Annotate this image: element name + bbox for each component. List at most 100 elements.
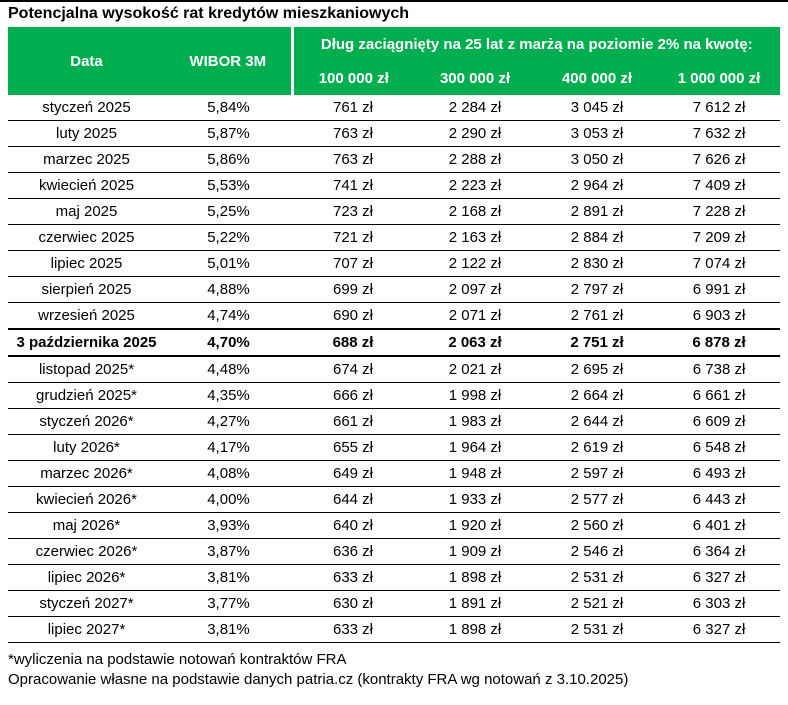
wibor-cell: 3,81% <box>165 564 292 591</box>
value-cell: 2 097 zł <box>414 276 536 303</box>
value-cell: 6 878 zł <box>658 328 781 357</box>
value-cell: 2 644 zł <box>536 408 658 435</box>
wibor-cell: 4,74% <box>165 302 292 330</box>
column-header-1m: 1 000 000 zł <box>658 62 781 95</box>
value-cell: 741 zł <box>292 172 414 199</box>
wibor-cell: 3,93% <box>165 512 292 539</box>
value-cell: 699 zł <box>292 276 414 303</box>
value-cell: 7 632 zł <box>658 120 781 147</box>
table-row: marzec 2025 5,86% 763 zł 2 288 zł 3 050 zł 7 … <box>8 146 781 173</box>
value-cell: 1 891 zł <box>414 590 536 617</box>
value-cell: 661 zł <box>292 408 414 435</box>
value-cell: 2 751 zł <box>536 328 658 357</box>
date-cell: wrzesień 2025 <box>8 302 165 330</box>
table-row: luty 2026* 4,17% 655 zł 1 964 zł 2 619 zł 6 5… <box>8 434 781 461</box>
value-cell: 6 401 zł <box>658 512 781 539</box>
date-cell: maj 2026* <box>8 512 165 539</box>
value-cell: 2 531 zł <box>536 564 658 591</box>
value-cell: 6 738 zł <box>658 356 781 383</box>
value-cell: 7 209 zł <box>658 224 781 251</box>
table-row: styczeń 2026* 4,27% 661 zł 1 983 zł 2 644 zł… <box>8 408 781 435</box>
value-cell: 3 045 zł <box>536 95 658 121</box>
value-cell: 2 964 zł <box>536 172 658 199</box>
value-cell: 3 050 zł <box>536 146 658 173</box>
table-header: Data WIBOR 3M Dług zaciągnięty na 25 lat… <box>8 27 781 95</box>
value-cell: 6 303 zł <box>658 590 781 617</box>
value-cell: 2 546 zł <box>536 538 658 565</box>
wibor-cell: 3,77% <box>165 590 292 617</box>
wibor-cell: 3,81% <box>165 616 292 643</box>
footnote-source: Opracowanie własne na podstawie danych p… <box>8 671 629 688</box>
date-cell: grudzień 2025* <box>8 382 165 409</box>
value-cell: 2 288 zł <box>414 146 536 173</box>
value-cell: 2 619 zł <box>536 434 658 461</box>
wibor-cell: 4,70% <box>165 328 292 357</box>
value-cell: 2 560 zł <box>536 512 658 539</box>
date-cell: sierpień 2025 <box>8 276 165 303</box>
date-cell: styczeń 2027* <box>8 590 165 617</box>
value-cell: 6 364 zł <box>658 538 781 565</box>
value-cell: 2 577 zł <box>536 486 658 513</box>
value-cell: 2 531 zł <box>536 616 658 643</box>
value-cell: 761 zł <box>292 95 414 121</box>
value-cell: 1 898 zł <box>414 616 536 643</box>
table-row: czerwiec 2025 5,22% 721 zł 2 163 zł 2 884 zł… <box>8 224 781 251</box>
footnotes: *wyliczenia na podstawie notowań kontrak… <box>8 650 780 690</box>
date-cell: maj 2025 <box>8 198 165 225</box>
date-cell: 3 października 2025 <box>8 328 165 357</box>
date-cell: kwiecień 2025 <box>8 172 165 199</box>
value-cell: 6 327 zł <box>658 564 781 591</box>
value-cell: 1 933 zł <box>414 486 536 513</box>
table-row: kwiecień 2026* 4,00% 644 zł 1 933 zł 2 577 z… <box>8 486 781 513</box>
value-cell: 1 948 zł <box>414 460 536 487</box>
value-cell: 2 290 zł <box>414 120 536 147</box>
value-cell: 633 zł <box>292 564 414 591</box>
value-cell: 2 071 zł <box>414 302 536 330</box>
value-cell: 6 609 zł <box>658 408 781 435</box>
value-cell: 707 zł <box>292 250 414 277</box>
column-group-header-loan: Dług zaciągnięty na 25 lat z marżą na po… <box>290 27 781 62</box>
wibor-cell: 4,35% <box>165 382 292 409</box>
value-cell: 7 409 zł <box>658 172 781 199</box>
value-cell: 763 zł <box>292 120 414 147</box>
wibor-cell: 5,53% <box>165 172 292 199</box>
value-cell: 6 903 zł <box>658 302 781 330</box>
value-cell: 666 zł <box>292 382 414 409</box>
date-cell: czerwiec 2026* <box>8 538 165 565</box>
value-cell: 2 597 zł <box>536 460 658 487</box>
table-body: styczeń 2025 5,84% 761 zł 2 284 zł 3 045 zł 7… <box>8 95 781 643</box>
value-cell: 1 920 zł <box>414 512 536 539</box>
column-header-date: Data <box>8 27 165 95</box>
value-cell: 2 761 zł <box>536 302 658 330</box>
wibor-cell: 4,17% <box>165 434 292 461</box>
value-cell: 2 122 zł <box>414 250 536 277</box>
value-cell: 674 zł <box>292 356 414 383</box>
wibor-cell: 4,08% <box>165 460 292 487</box>
date-cell: luty 2026* <box>8 434 165 461</box>
value-cell: 655 zł <box>292 434 414 461</box>
value-cell: 2 021 zł <box>414 356 536 383</box>
value-cell: 640 zł <box>292 512 414 539</box>
date-cell: luty 2025 <box>8 120 165 147</box>
date-cell: styczeń 2026* <box>8 408 165 435</box>
value-cell: 644 zł <box>292 486 414 513</box>
value-cell: 763 zł <box>292 146 414 173</box>
value-cell: 633 zł <box>292 616 414 643</box>
table-row: czerwiec 2026* 3,87% 636 zł 1 909 zł 2 546 z… <box>8 538 781 565</box>
wibor-cell: 3,87% <box>165 538 292 565</box>
loan-installments-table: Data WIBOR 3M Dług zaciągnięty na 25 lat… <box>8 27 781 643</box>
value-cell: 7 626 zł <box>658 146 781 173</box>
table-row: maj 2025 5,25% 723 zł 2 168 zł 2 891 zł 7 228… <box>8 198 781 225</box>
value-cell: 7 612 zł <box>658 95 781 121</box>
wibor-cell: 5,22% <box>165 224 292 251</box>
value-cell: 6 493 zł <box>658 460 781 487</box>
value-cell: 2 891 zł <box>536 198 658 225</box>
top-rule <box>0 0 788 2</box>
wibor-cell: 4,88% <box>165 276 292 303</box>
value-cell: 6 327 zł <box>658 616 781 643</box>
value-cell: 723 zł <box>292 198 414 225</box>
table-row: wrzesień 2025 4,74% 690 zł 2 071 zł 2 761 zł… <box>8 302 781 330</box>
table-row: lipiec 2027* 3,81% 633 zł 1 898 zł 2 531 zł 6… <box>8 616 781 643</box>
page-title: Potencjalna wysokość rat kredytów mieszk… <box>8 5 410 22</box>
wibor-cell: 4,48% <box>165 356 292 383</box>
